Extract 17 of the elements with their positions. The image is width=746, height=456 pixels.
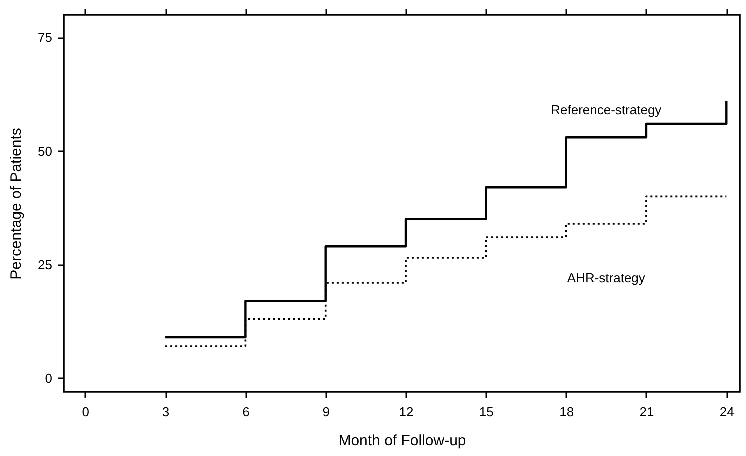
x-tick-label: 12 (399, 404, 414, 420)
x-tick-label: 0 (82, 404, 90, 420)
x-tick-label: 24 (720, 404, 734, 420)
x-tick-label: 9 (322, 404, 330, 420)
x-tick-label: 18 (560, 404, 574, 420)
series-label: Reference-strategy (551, 102, 662, 118)
x-axis-title: Month of Follow-up (338, 432, 466, 450)
y-axis-title: Percentage of Patients (8, 128, 26, 280)
y-tick-label: 50 (38, 144, 52, 159)
y-tick-label: 75 (38, 30, 52, 46)
x-tick-label: 15 (479, 404, 494, 420)
x-tick-label: 6 (242, 404, 250, 420)
text: AHR-strategy (567, 270, 646, 286)
x-tick-label: 3 (162, 404, 170, 420)
x-tick-label: 21 (640, 404, 654, 420)
y-tick-label: 25 (38, 257, 52, 272)
y-tick-label: 0 (45, 370, 52, 386)
